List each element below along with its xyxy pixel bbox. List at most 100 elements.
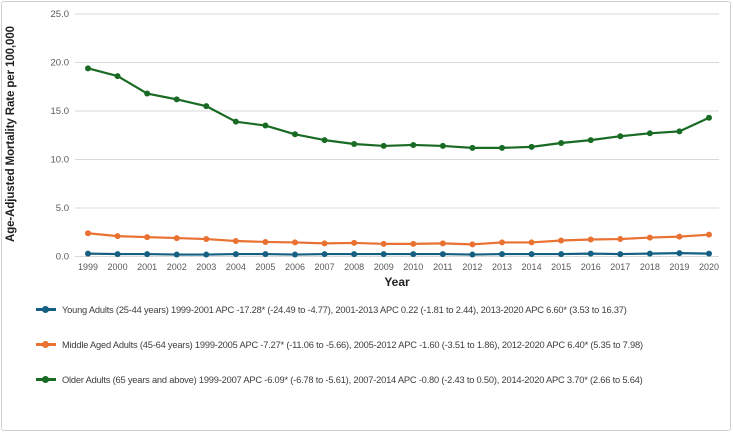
data-point-middle-aged-adults-45-64-years: [439, 240, 446, 247]
legend: Young Adults (25-44 years) 1999-2001 APC…: [36, 303, 712, 408]
legend-dot-icon: [42, 376, 49, 383]
data-point-young-adults-25-44-years: [439, 251, 446, 258]
data-point-young-adults-25-44-years: [85, 250, 91, 257]
data-point-older-adults-65-years-and-above: [351, 140, 358, 147]
data-point-middle-aged-adults-45-64-years: [351, 239, 358, 246]
legend-marker-icon: [36, 373, 56, 386]
data-point-young-adults-25-44-years: [617, 251, 624, 258]
x-tick-label: 2013: [492, 262, 512, 272]
data-point-young-adults-25-44-years: [410, 251, 417, 258]
data-point-older-adults-65-years-and-above: [706, 114, 712, 121]
data-point-older-adults-65-years-and-above: [292, 131, 298, 138]
data-point-middle-aged-adults-45-64-years: [646, 234, 653, 241]
data-point-young-adults-25-44-years: [380, 251, 387, 258]
legend-item-middle-aged-adults: Middle Aged Adults (45-64 years) 1999-20…: [36, 338, 712, 353]
x-tick-label: 2002: [167, 262, 187, 272]
y-tick-label: 15.0: [51, 106, 70, 117]
x-axis-title: Year: [384, 275, 410, 289]
x-tick-label: 2017: [610, 262, 630, 272]
series-line-older-adults-65-years-and-above: [86, 67, 711, 149]
legend-label: Middle Aged Adults (45-64 years) 1999-20…: [62, 340, 643, 350]
data-point-older-adults-65-years-and-above: [439, 142, 446, 149]
data-point-middle-aged-adults-45-64-years: [587, 236, 594, 243]
y-tick-label: 20.0: [51, 58, 70, 69]
data-point-older-adults-65-years-and-above: [676, 128, 683, 135]
x-tick-label: 2007: [315, 262, 335, 272]
data-point-young-adults-25-44-years: [499, 251, 505, 258]
data-point-young-adults-25-44-years: [321, 251, 328, 258]
data-point-older-adults-65-years-and-above: [173, 96, 180, 103]
legend-marker-icon: [36, 338, 56, 351]
x-tick-label: 2018: [640, 262, 660, 272]
x-tick-label: 2010: [403, 262, 423, 272]
x-tick-label: 2009: [374, 262, 394, 272]
data-point-young-adults-25-44-years: [587, 250, 594, 257]
data-point-young-adults-25-44-years: [558, 251, 565, 258]
data-point-middle-aged-adults-45-64-years: [410, 240, 417, 247]
mortality-trend-chart: Age-Adjusted Mortality Rate per 100,000 …: [5, 9, 719, 289]
legend-item-older-adults: Older Adults (65 years and above) 1999-2…: [36, 373, 712, 388]
data-point-older-adults-65-years-and-above: [144, 90, 151, 97]
legend-label: Young Adults (25-44 years) 1999-2001 APC…: [62, 305, 627, 315]
x-tick-label: 2000: [108, 262, 128, 272]
legend-item-young-adults: Young Adults (25-44 years) 1999-2001 APC…: [36, 303, 712, 318]
data-point-older-adults-65-years-and-above: [646, 130, 653, 137]
x-tick-label: 2005: [255, 262, 275, 272]
data-point-young-adults-25-44-years: [203, 251, 210, 258]
data-point-middle-aged-adults-45-64-years: [676, 233, 683, 240]
data-point-middle-aged-adults-45-64-years: [617, 236, 624, 243]
data-point-older-adults-65-years-and-above: [469, 144, 476, 151]
data-point-young-adults-25-44-years: [114, 251, 121, 258]
x-tick-label: 2011: [433, 262, 452, 272]
legend-label: Older Adults (65 years and above) 1999-2…: [62, 375, 643, 385]
data-point-older-adults-65-years-and-above: [85, 65, 91, 72]
data-point-young-adults-25-44-years: [469, 251, 476, 258]
data-point-young-adults-25-44-years: [528, 251, 535, 258]
data-point-older-adults-65-years-and-above: [114, 73, 121, 80]
legend-dot-icon: [42, 306, 49, 313]
data-point-young-adults-25-44-years: [262, 251, 269, 258]
data-point-middle-aged-adults-45-64-years: [706, 231, 712, 238]
x-tick-label: 2006: [285, 262, 305, 272]
x-tick-label: 2004: [226, 262, 246, 272]
data-point-middle-aged-adults-45-64-years: [292, 239, 298, 246]
legend-marker-icon: [36, 303, 56, 316]
y-tick-label: 10.0: [51, 155, 70, 166]
x-tick-label: 2019: [669, 262, 689, 272]
data-point-middle-aged-adults-45-64-years: [528, 239, 535, 246]
x-tick-label: 2016: [581, 262, 601, 272]
data-point-middle-aged-adults-45-64-years: [469, 241, 476, 248]
data-point-middle-aged-adults-45-64-years: [558, 237, 565, 244]
data-point-older-adults-65-years-and-above: [587, 137, 594, 144]
data-point-middle-aged-adults-45-64-years: [173, 235, 180, 242]
data-point-middle-aged-adults-45-64-years: [85, 230, 91, 237]
y-tick-label: 25.0: [51, 9, 70, 20]
x-tick-label: 2015: [551, 262, 571, 272]
data-point-older-adults-65-years-and-above: [499, 144, 505, 151]
data-point-middle-aged-adults-45-64-years: [232, 237, 239, 244]
data-point-older-adults-65-years-and-above: [617, 133, 624, 140]
data-point-middle-aged-adults-45-64-years: [380, 240, 387, 247]
data-point-older-adults-65-years-and-above: [262, 122, 269, 129]
data-point-middle-aged-adults-45-64-years: [203, 236, 210, 243]
data-point-middle-aged-adults-45-64-years: [499, 239, 505, 246]
series-line-young-adults-25-44-years: [86, 252, 711, 256]
data-point-young-adults-25-44-years: [351, 251, 358, 258]
data-point-young-adults-25-44-years: [292, 251, 298, 258]
data-point-young-adults-25-44-years: [144, 251, 151, 258]
x-tick-label: 2008: [344, 262, 364, 272]
data-point-young-adults-25-44-years: [232, 251, 239, 258]
data-point-young-adults-25-44-years: [646, 250, 653, 257]
data-point-middle-aged-adults-45-64-years: [114, 233, 121, 240]
data-point-middle-aged-adults-45-64-years: [321, 240, 328, 247]
data-point-middle-aged-adults-45-64-years: [262, 238, 269, 245]
x-tick-label: 2014: [522, 262, 542, 272]
x-tick-label: 2020: [699, 262, 719, 272]
x-tick-label: 1999: [78, 262, 98, 272]
data-point-young-adults-25-44-years: [706, 250, 712, 257]
series-line-middle-aged-adults-45-64-years: [86, 232, 711, 246]
y-tick-label: 0.0: [56, 252, 69, 263]
x-tick-label: 2003: [196, 262, 216, 272]
